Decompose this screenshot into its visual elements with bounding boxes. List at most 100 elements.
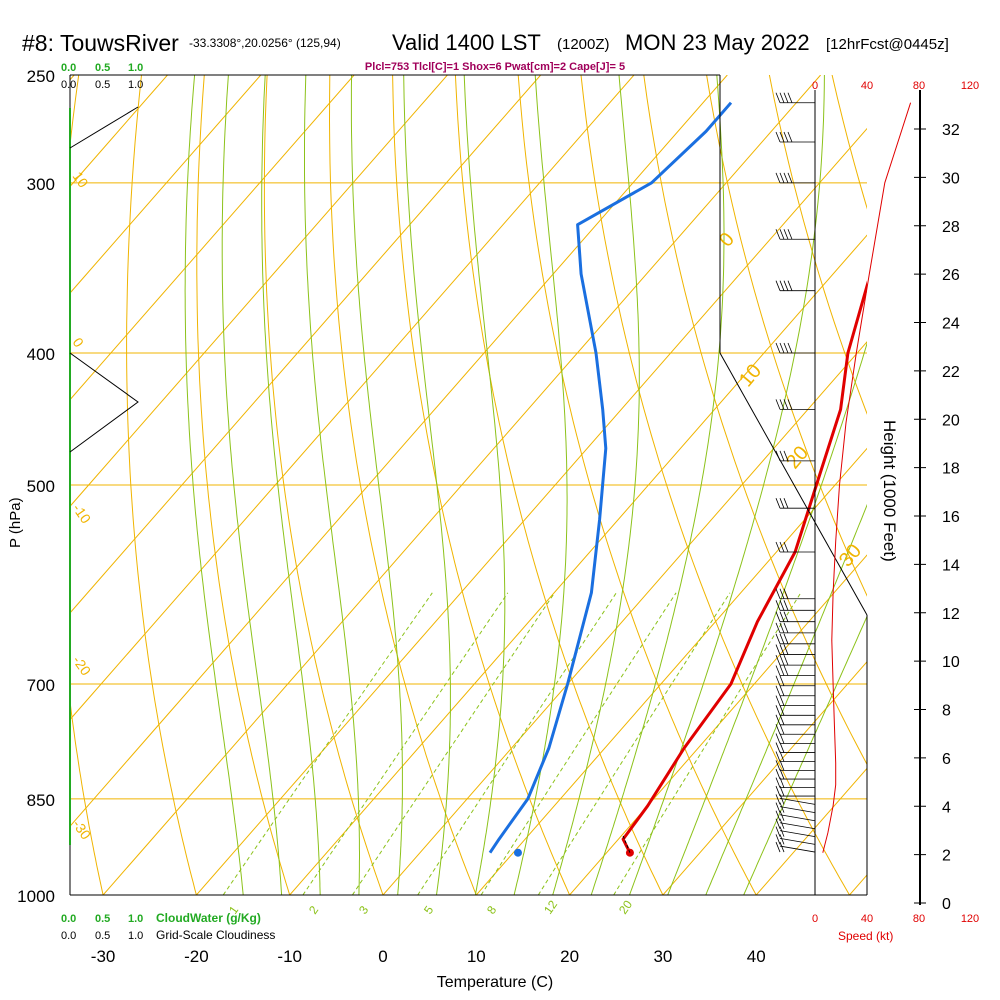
moist-adiabat-line <box>513 75 568 895</box>
dry-adiabat-label: -10 <box>70 501 95 527</box>
dry-adiabat-line <box>580 75 851 895</box>
moist-adiabat-line <box>628 75 825 895</box>
wind-barb <box>775 229 815 240</box>
moist-adiabat-line <box>184 75 244 895</box>
wind-barb <box>775 541 815 553</box>
moist-adiabat-line <box>743 615 867 895</box>
wind-barb <box>775 600 815 611</box>
height-tick-label: 22 <box>942 364 960 381</box>
wind-barb <box>775 611 815 623</box>
isotherm-line <box>382 341 867 895</box>
mixing-ratio-label: 8 <box>484 903 499 917</box>
moist-adiabat-line <box>667 341 867 895</box>
isotherm-line <box>475 447 867 895</box>
temperature-tick-label: -10 <box>277 947 302 966</box>
mixing-ratio-label: 3 <box>356 903 371 917</box>
speed-bot-0: 0 <box>812 913 818 925</box>
cloud-indicator <box>69 106 139 453</box>
y-axis-label: P (hPa) <box>7 497 24 548</box>
height-tick-label: 14 <box>942 557 960 574</box>
surface-dewpoint-marker <box>513 848 522 857</box>
isotherm-line <box>849 874 867 895</box>
mixing-ratio-line <box>613 592 802 895</box>
wind-barb <box>775 342 815 354</box>
wind-barb <box>775 622 815 634</box>
cloudwater-bottom-legend: 0.0 0.5 1.0 CloudWater (g/Kg) 0.0 0.5 1.… <box>61 911 275 942</box>
temperature-tick-label: -20 <box>184 947 209 966</box>
cw-bot-0: 0.0 <box>61 913 76 925</box>
isotherm-line <box>70 75 355 401</box>
moist-adiabat-line <box>304 75 360 895</box>
height-tick-label: 20 <box>942 412 960 429</box>
temperature-tick-label: 10 <box>467 947 486 966</box>
height-tick-label: 4 <box>942 799 951 816</box>
cl-bot-0: 0.0 <box>61 930 76 942</box>
moist-adiabat-line <box>552 75 640 895</box>
dry-adiabat-line <box>643 75 867 766</box>
dry-adiabat-line <box>263 75 384 895</box>
speed-top-1: 40 <box>861 80 873 92</box>
dry-adiabat-label: -20 <box>70 653 95 679</box>
cloudwater-top-ticks: 0.0 0.5 1.0 0.0 0.5 1.0 <box>61 62 143 91</box>
temperature-tick-label: 40 <box>747 947 766 966</box>
pressure-tick-label: 500 <box>27 477 55 496</box>
moist-adiabat-line <box>705 503 867 895</box>
pressure-tick-label: 300 <box>27 175 55 194</box>
wind-barb <box>775 742 815 753</box>
cw-bot-1: 0.5 <box>95 913 110 925</box>
height-tick-label: 32 <box>942 122 960 139</box>
height-tick-label: 8 <box>942 703 951 720</box>
height-tick-label: 12 <box>942 606 960 623</box>
dry-adiabat-line <box>831 75 867 210</box>
height-tick-label: 10 <box>942 654 960 671</box>
height-tick-label: 24 <box>942 316 960 333</box>
mixing-ratio-label: 5 <box>421 903 436 917</box>
mixing-ratio-label: 20 <box>616 897 635 916</box>
speed-top-0: 0 <box>812 80 818 92</box>
params-line: Plcl=753 Tlcl[C]=1 Shox=6 Pwat[cm]=2 Cap… <box>365 61 625 73</box>
temperature-tick-label: 20 <box>560 947 579 966</box>
isotherm-line <box>289 234 867 895</box>
speed-top-ticks: 0 40 80 120 <box>812 80 979 92</box>
wind-barb <box>775 633 815 645</box>
cl-bot-label: Grid-Scale Cloudiness <box>156 928 275 942</box>
cw-bot-2: 1.0 <box>128 913 143 925</box>
x-axis-label: Temperature (C) <box>437 974 553 991</box>
temperature-line <box>621 280 867 854</box>
height-tick-label: 2 <box>942 848 951 865</box>
wind-barb <box>775 834 816 845</box>
temperature-tick-label: -30 <box>91 947 116 966</box>
isotherm-label: 0 <box>715 229 739 252</box>
moist-adiabat-line <box>403 75 451 895</box>
parcel-segment <box>622 835 631 853</box>
wind-speed-profile <box>822 102 912 853</box>
wind-barb <box>775 92 815 104</box>
station-title: #8: TouwsRiver <box>22 30 179 56</box>
cl-bot-2: 1.0 <box>128 930 143 942</box>
dry-adiabat-label: 0 <box>70 335 88 351</box>
wind-barb <box>775 810 816 822</box>
mixing-ratio-line <box>302 592 509 895</box>
isotherm-line <box>70 75 542 614</box>
wind-barb <box>775 733 815 744</box>
wind-barb <box>775 826 816 838</box>
dry-adiabat-line <box>328 75 477 895</box>
moist-adiabat-line <box>590 75 725 895</box>
isotherm-line <box>70 75 635 721</box>
wind-barb <box>775 588 815 600</box>
wind-barb <box>775 685 815 697</box>
dewpoint-line <box>488 101 733 854</box>
isotherm-line <box>196 127 867 895</box>
height-tick-label: 6 <box>942 751 951 768</box>
wind-barb <box>775 131 815 143</box>
wind-barb <box>775 172 815 184</box>
cw-top-2: 1.0 <box>128 62 143 74</box>
wind-barb <box>775 644 815 655</box>
mixing-ratio-label: 12 <box>541 897 560 916</box>
pressure-tick-label: 700 <box>27 676 55 695</box>
wind-speed-line <box>822 102 912 853</box>
cw-top-1: 0.5 <box>95 62 110 74</box>
height-tick-label: 30 <box>942 170 960 187</box>
